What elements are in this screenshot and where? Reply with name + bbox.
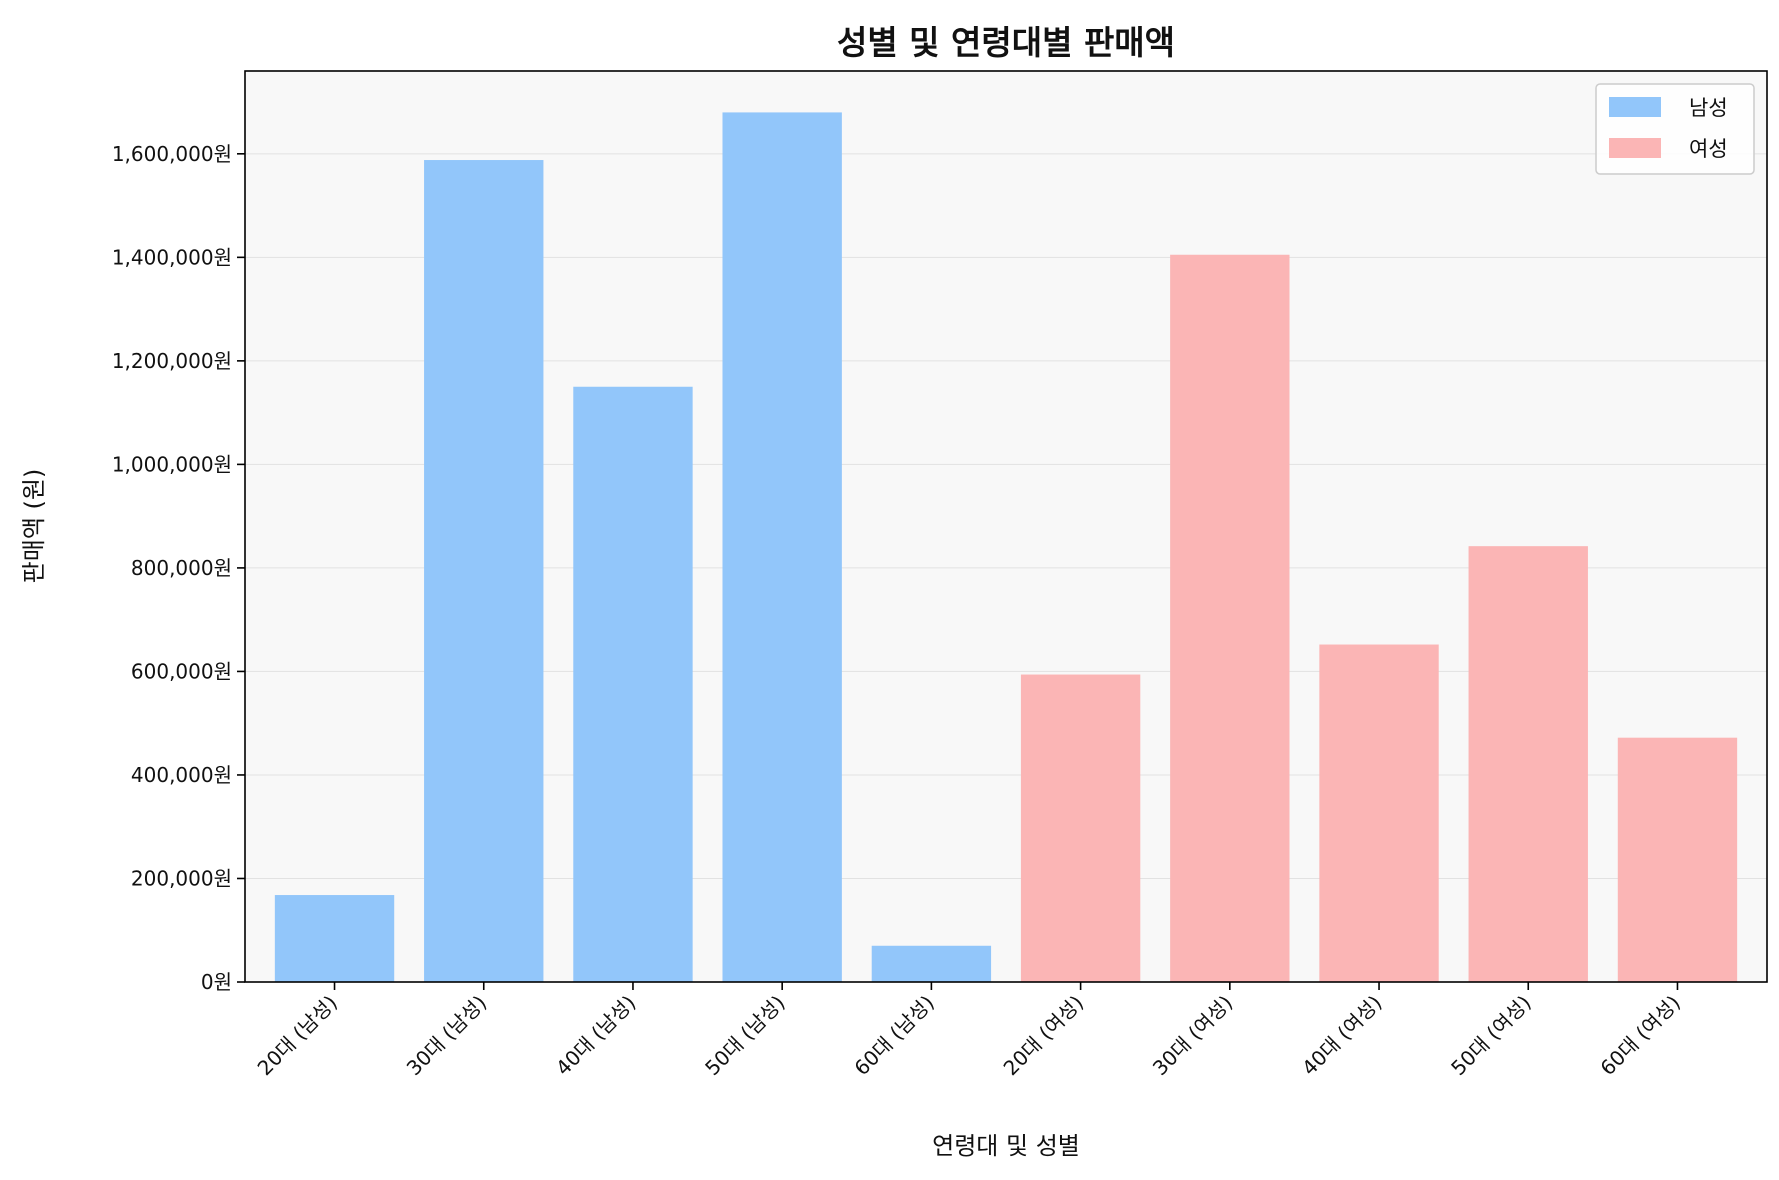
bar-female-6 [1020,674,1141,982]
y-tick-label: 1,400,000원 [112,245,232,269]
plot-frame [244,70,1768,983]
bar-male-1 [274,895,395,982]
bar-female-8 [1319,644,1439,982]
legend-swatch-male [1609,97,1661,117]
y-tick-label: 1,200,000원 [112,349,232,373]
y-tick-label: 0원 [201,970,232,994]
y-tick-label: 1,000,000원 [112,452,232,476]
x-axis-label: 연령대 및 성별 [932,1132,1080,1160]
y-axis-ticks: 0원 200,000원 400,000원 600,000원 800,000원 1,000,… [112,142,245,994]
y-tick-label: 400,000원 [131,763,232,787]
y-tick-label: 800,000원 [131,556,232,580]
chart-title: 성별 및 연령대별 판매액 [837,23,1175,62]
legend-swatch-female [1609,138,1661,158]
bar-female-10 [1617,737,1738,982]
x-tick-label: 40대 (남성) [551,991,641,1081]
x-tick-label: 20대 (여성) [999,991,1089,1081]
y-tick-label: 200,000원 [131,866,232,890]
x-axis-ticks: 20대 (남성) 30대 (남성) 40대 (남성) 50대 (남성) 60대 (남성)… [253,982,1685,1080]
x-tick-label: 40대 (여성) [1297,991,1387,1081]
legend-label-male: 남성 [1689,96,1728,120]
x-tick-label: 30대 (남성) [402,991,492,1081]
bar-male-5 [871,945,992,982]
y-tick-label: 600,000원 [131,659,232,683]
x-tick-label: 60대 (남성) [849,991,939,1081]
legend: 남성 여성 [1595,83,1755,175]
x-tick-label: 50대 (남성) [700,991,790,1081]
bar-male-2 [424,160,544,982]
x-tick-label: 30대 (여성) [1148,991,1238,1081]
bar-male-4 [722,112,842,983]
bar-female-9 [1468,546,1588,982]
bar-male-3 [573,386,693,982]
bars [274,112,1738,983]
bar-female-7 [1170,254,1290,983]
y-tick-label: 1,600,000원 [112,142,232,166]
x-tick-label: 60대 (여성) [1595,991,1685,1081]
x-tick-label: 50대 (여성) [1446,991,1536,1081]
legend-label-female: 여성 [1689,137,1728,161]
x-tick-label: 20대 (남성) [253,991,343,1081]
y-axis-label: 판매액 (원) [20,469,48,584]
